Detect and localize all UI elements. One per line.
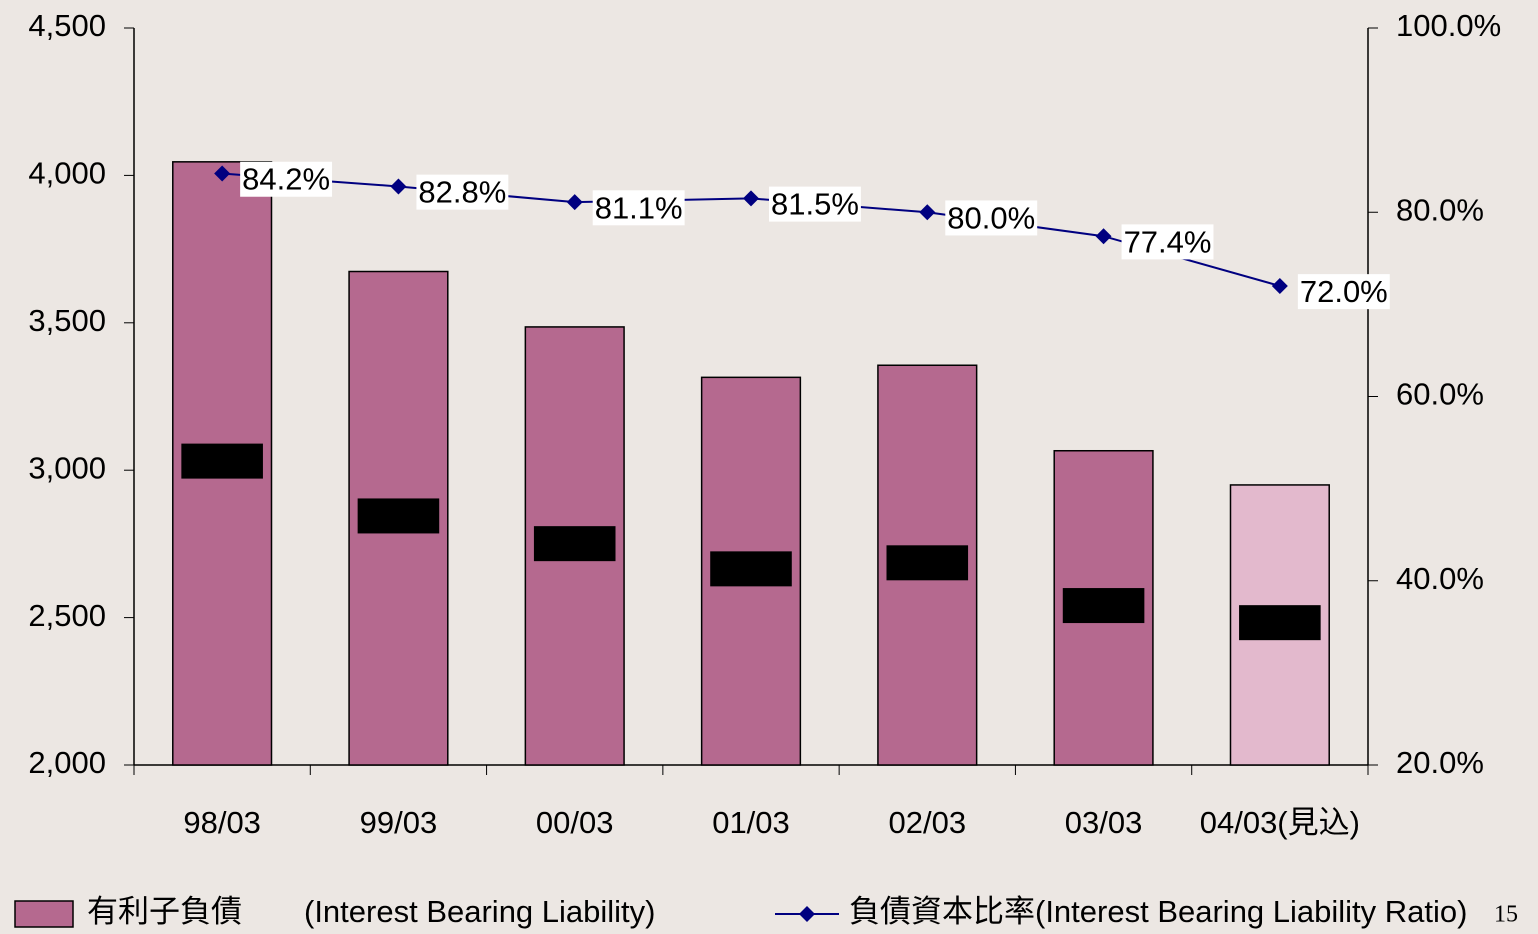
bar-value-label-box: [181, 443, 263, 479]
y2-tick-label: 20.0%: [1396, 745, 1484, 780]
x-tick-label: 01/03: [712, 805, 790, 840]
bar-value-label: 3,486: [536, 526, 614, 561]
line: [222, 172, 1281, 287]
bar-value-label: 2,950: [1241, 605, 1319, 640]
marker: [743, 190, 759, 207]
bar-value-label: 3,315: [712, 551, 790, 586]
point-label: 81.1%: [592, 190, 685, 226]
marker: [390, 178, 407, 195]
marker: [1271, 277, 1288, 294]
bar-value-label: 3,066: [1065, 588, 1143, 623]
y-tick-label: 4,000: [28, 156, 106, 191]
legend-marker: [799, 906, 815, 922]
line-value-label: 84.2%: [242, 162, 330, 197]
point-label: 81.5%: [769, 186, 861, 222]
x-tick-label: 02/03: [888, 805, 966, 840]
line-value-label: 81.5%: [771, 187, 859, 222]
y-tick-label: 3,000: [28, 450, 106, 485]
y2-tick-label: 40.0%: [1396, 561, 1484, 596]
line-value-label: 80.0%: [947, 200, 1035, 235]
line-value-label-box: [240, 161, 333, 197]
line-value-label: 82.8%: [418, 175, 506, 210]
y-tick-label: 2,000: [28, 745, 106, 780]
bar-value-label-box: [886, 545, 969, 581]
bar-value-label-box: [710, 551, 792, 587]
marker: [1095, 228, 1112, 245]
x-tick-label: 00/03: [536, 805, 614, 840]
bar-label: 3,674: [357, 498, 440, 534]
legend-label: 有利子負債 (Interest Bearing Liability): [87, 894, 656, 929]
x-tick-label: 03/03: [1065, 805, 1143, 840]
bar-label: 3,315: [710, 551, 792, 587]
page-number: 15: [1494, 902, 1518, 928]
line-value-label-box: [1121, 224, 1214, 260]
point-label: 72.0%: [1297, 274, 1390, 310]
bar-label: 2,950: [1239, 605, 1321, 641]
x-tick-label: 99/03: [360, 805, 438, 840]
bar-label: 3,356: [886, 545, 969, 581]
bar-value-label: 3,356: [888, 545, 966, 580]
line-value-label-box: [945, 200, 1038, 236]
line-value-label-box: [1297, 274, 1390, 310]
line-value-label: 77.4%: [1124, 224, 1212, 259]
point-label: 82.8%: [416, 174, 509, 210]
point-label: 80.0%: [945, 200, 1038, 236]
line-value-label-box: [416, 174, 509, 210]
bar-value-label-box: [357, 498, 440, 534]
bar-label: 4,046: [181, 443, 263, 479]
bar-value-label-box: [1239, 605, 1321, 641]
y2-tick-label: 100.0%: [1396, 8, 1501, 43]
line-value-label: 72.0%: [1300, 274, 1388, 309]
bar-label: 3,486: [533, 526, 616, 562]
bar-label: 3,066: [1062, 588, 1145, 624]
bar-value-label-box: [1062, 588, 1145, 624]
marker: [919, 204, 936, 221]
line-value-label-box: [769, 186, 861, 222]
y2-tick-label: 80.0%: [1396, 192, 1484, 227]
bar-value-label-box: [533, 526, 616, 562]
bar-value-label: 4,046: [183, 444, 261, 479]
bar-value-label: 3,674: [360, 498, 438, 533]
marker: [214, 165, 231, 182]
y-tick-label: 4,500: [28, 8, 106, 43]
line-value-label: 81.1%: [595, 190, 683, 225]
legend-swatch: [14, 900, 74, 928]
line-value-label-box: [592, 190, 685, 226]
x-tick-label: 98/03: [183, 805, 261, 840]
marker: [566, 194, 583, 211]
y-tick-label: 2,500: [28, 598, 106, 633]
point-label: 77.4%: [1121, 224, 1214, 260]
x-tick-label: 04/03(見込): [1200, 805, 1360, 840]
y2-tick-label: 60.0%: [1396, 377, 1484, 412]
y-tick-label: 3,500: [28, 303, 106, 338]
point-label: 84.2%: [240, 161, 333, 197]
legend-label: 負債資本比率(Interest Bearing Liability Ratio): [849, 894, 1467, 929]
